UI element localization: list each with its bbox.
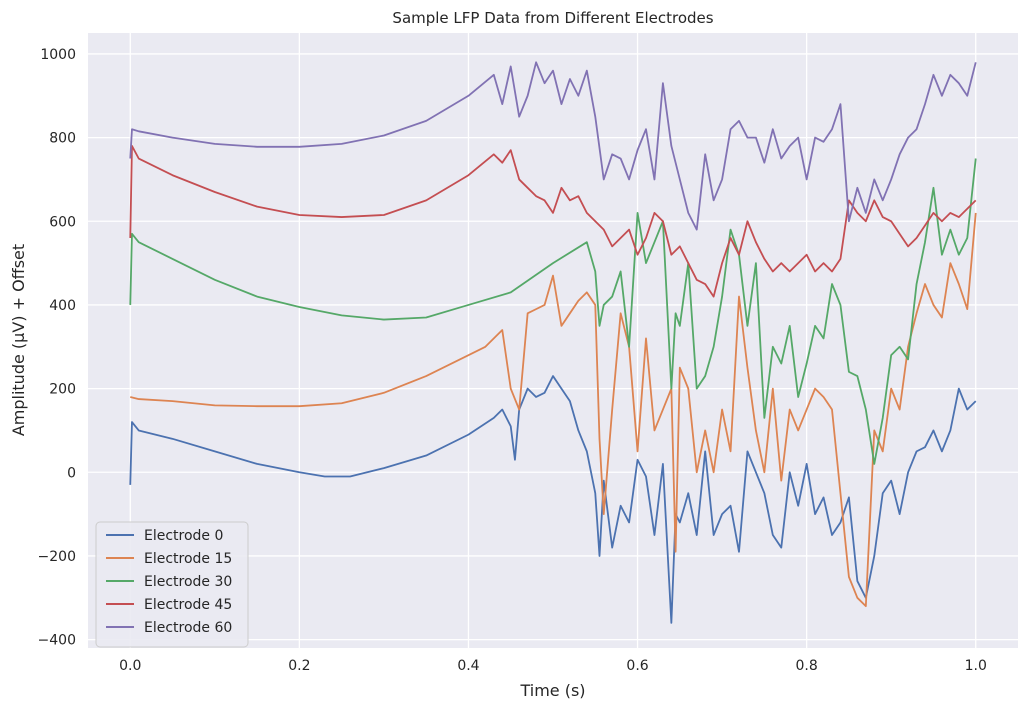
- y-tick-label: 1000: [40, 47, 76, 63]
- x-tick-label: 0.8: [796, 658, 818, 674]
- y-tick-label: 600: [49, 214, 76, 230]
- x-tick-label: 0.4: [457, 658, 479, 674]
- series-line-electrode-4: [129, 61, 977, 231]
- x-tick-label: 0.6: [626, 658, 648, 674]
- x-tick-label: 0.0: [119, 658, 141, 674]
- series-line-electrode-3: [129, 145, 977, 298]
- y-tick-label: 400: [49, 298, 76, 314]
- x-tick-label: 0.2: [288, 658, 310, 674]
- legend-box: [95, 521, 249, 648]
- legend: Electrode 0 Electrode 15 Electrode 30 Elect…: [95, 521, 249, 648]
- series-layer: [129, 61, 977, 624]
- y-tick-label: 0: [67, 465, 76, 481]
- y-tick-label: 800: [49, 131, 76, 147]
- y-axis-ticks: −400 −200 0 200 400 600 800 1000: [38, 47, 76, 649]
- legend-label: Electrode 45: [144, 597, 232, 613]
- y-axis-label: Amplitude (μV) + Offset: [9, 244, 28, 436]
- legend-label: Electrode 15: [144, 551, 232, 567]
- y-tick-label: −200: [38, 549, 76, 565]
- legend-label: Electrode 0: [144, 528, 223, 544]
- x-axis-label: Time (s): [519, 681, 585, 700]
- x-tick-label: 1.0: [965, 658, 987, 674]
- legend-label: Electrode 30: [144, 574, 232, 590]
- chart-title: Sample LFP Data from Different Electrode…: [392, 9, 713, 27]
- legend-label: Electrode 60: [144, 620, 232, 636]
- series-line-electrode-2: [129, 158, 977, 465]
- y-tick-label: 200: [49, 382, 76, 398]
- series-line-electrode-1: [130, 212, 977, 608]
- x-axis-ticks: 0.0 0.2 0.4 0.6 0.8 1.0: [119, 658, 987, 674]
- y-tick-label: −400: [38, 633, 76, 649]
- series-line-electrode-0: [129, 375, 977, 624]
